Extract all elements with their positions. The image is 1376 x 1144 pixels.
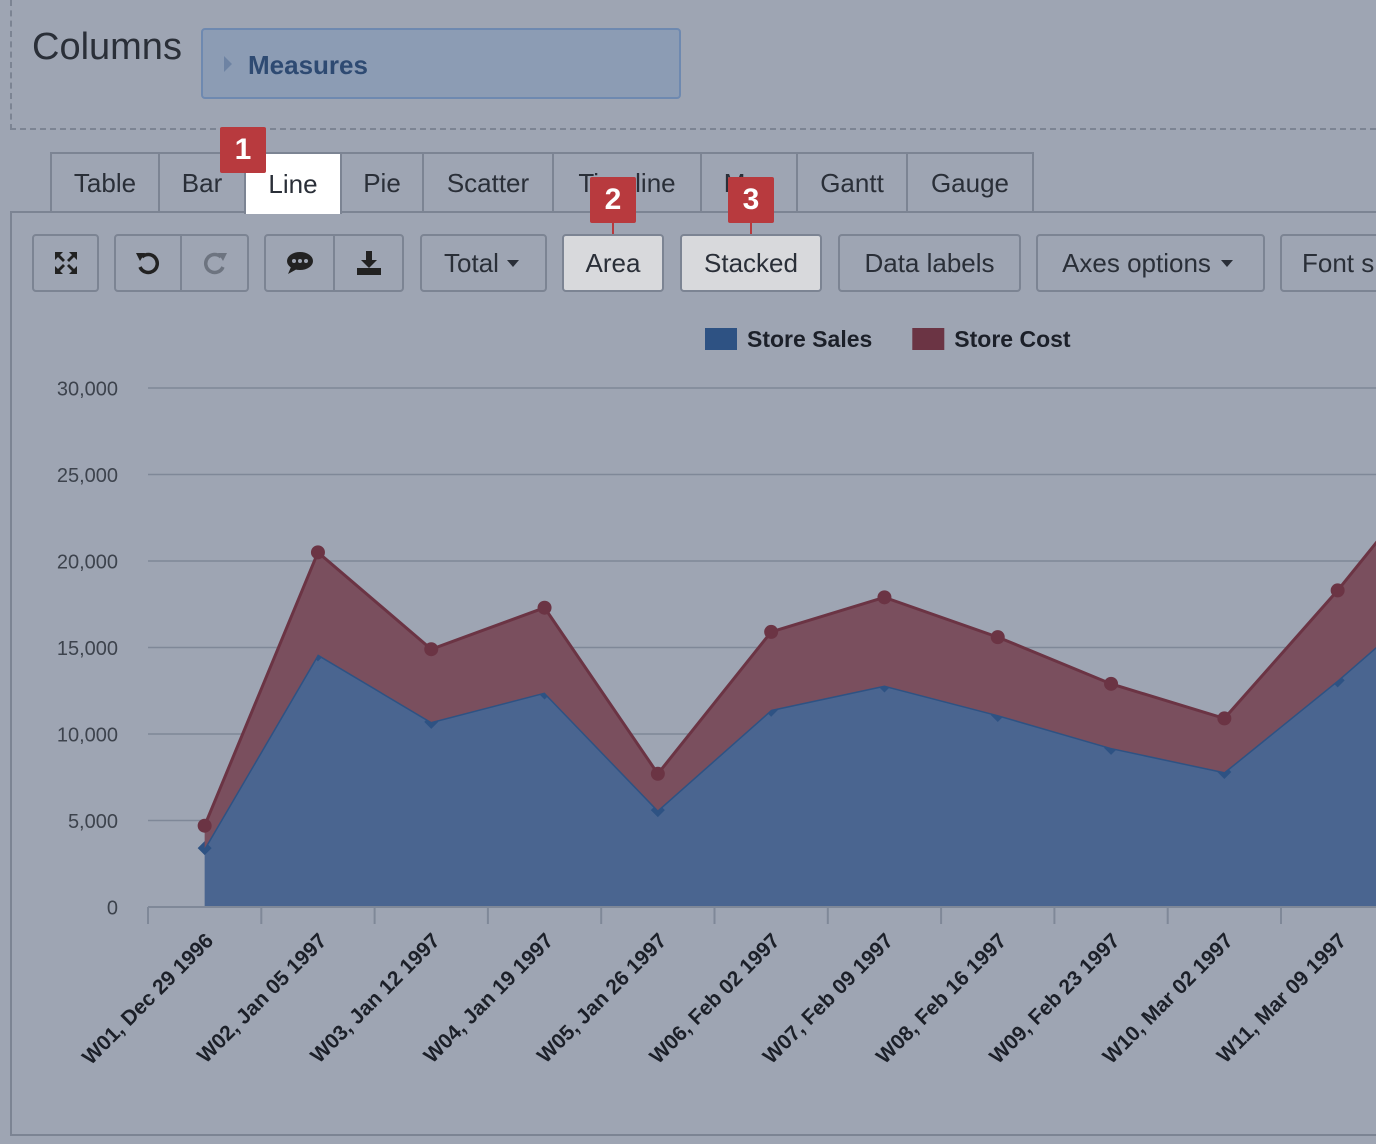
data-labels-label: Data labels: [864, 247, 995, 278]
badge-pointer: [750, 222, 752, 234]
tab[interactable]: Gantt: [796, 152, 908, 212]
columns-label: Columns: [32, 26, 182, 68]
point: [877, 590, 892, 605]
badge-pointer: [612, 222, 614, 234]
measures-label: Measures: [248, 50, 368, 80]
axes-options-label: Axes options: [1062, 247, 1211, 278]
stacked-label: Stacked: [704, 247, 798, 278]
point: [1104, 676, 1119, 691]
area-button[interactable]: Area: [562, 234, 664, 292]
y-tick-label: 25,000: [57, 465, 118, 487]
axes-options-dropdown[interactable]: Axes options: [1036, 234, 1265, 292]
x-tick-label: W11, Mar 09 1997: [1213, 929, 1351, 1067]
area-fill: [204, 542, 1376, 849]
columns-zone: [10, 0, 1376, 130]
y-tick-label: 20,000: [57, 551, 118, 573]
comment-button[interactable]: [264, 234, 335, 292]
point: [424, 642, 439, 657]
point: [310, 545, 325, 560]
point: [990, 630, 1005, 645]
point: [537, 600, 552, 615]
legend-swatch: [705, 328, 737, 350]
icon: [136, 252, 159, 275]
icon: [203, 252, 227, 275]
measures-box[interactable]: Measures: [201, 28, 681, 99]
download-button[interactable]: [333, 234, 404, 292]
undo-button[interactable]: [114, 234, 182, 292]
point: [1330, 583, 1345, 598]
y-tick-label: 5,000: [68, 811, 118, 833]
stacked-button[interactable]: Stacked: [680, 234, 822, 292]
point: [197, 818, 212, 833]
data-labels-button[interactable]: Data labels: [838, 234, 1021, 292]
tab[interactable]: Scatter: [422, 152, 554, 212]
icon: [286, 252, 313, 274]
redo-button[interactable]: [180, 234, 249, 292]
caret: [506, 260, 519, 267]
caret: [1220, 260, 1233, 267]
point: [764, 624, 779, 639]
point: [650, 766, 665, 781]
y-tick-label: 0: [107, 897, 118, 919]
font-label: Font s: [1302, 247, 1375, 278]
caret: [224, 56, 232, 72]
icon: [54, 252, 77, 274]
y-tick-label: 15,000: [57, 638, 118, 660]
icon: [356, 251, 381, 275]
badge: 3: [728, 177, 774, 223]
chart-panel: [10, 211, 1376, 1136]
y-tick-label: 10,000: [57, 724, 118, 746]
badge: 2: [590, 177, 636, 223]
legend-label: Store Cost: [954, 326, 1071, 352]
badge: 1: [220, 127, 266, 173]
legend-label: Store Sales: [747, 326, 872, 352]
legend-swatch: [912, 328, 945, 350]
area-line: [203, 540, 1376, 827]
total-dropdown[interactable]: Total: [420, 234, 547, 292]
tab[interactable]: Table: [50, 152, 160, 212]
font-button[interactable]: Font s: [1280, 234, 1376, 292]
area-label: Area: [585, 247, 641, 278]
tab[interactable]: Gauge: [906, 152, 1034, 212]
total-label: Total: [444, 247, 499, 278]
fullscreen-button[interactable]: [32, 234, 99, 292]
y-tick-label: 30,000: [57, 378, 118, 400]
area-fill: [204, 646, 1376, 907]
point: [1217, 711, 1232, 726]
